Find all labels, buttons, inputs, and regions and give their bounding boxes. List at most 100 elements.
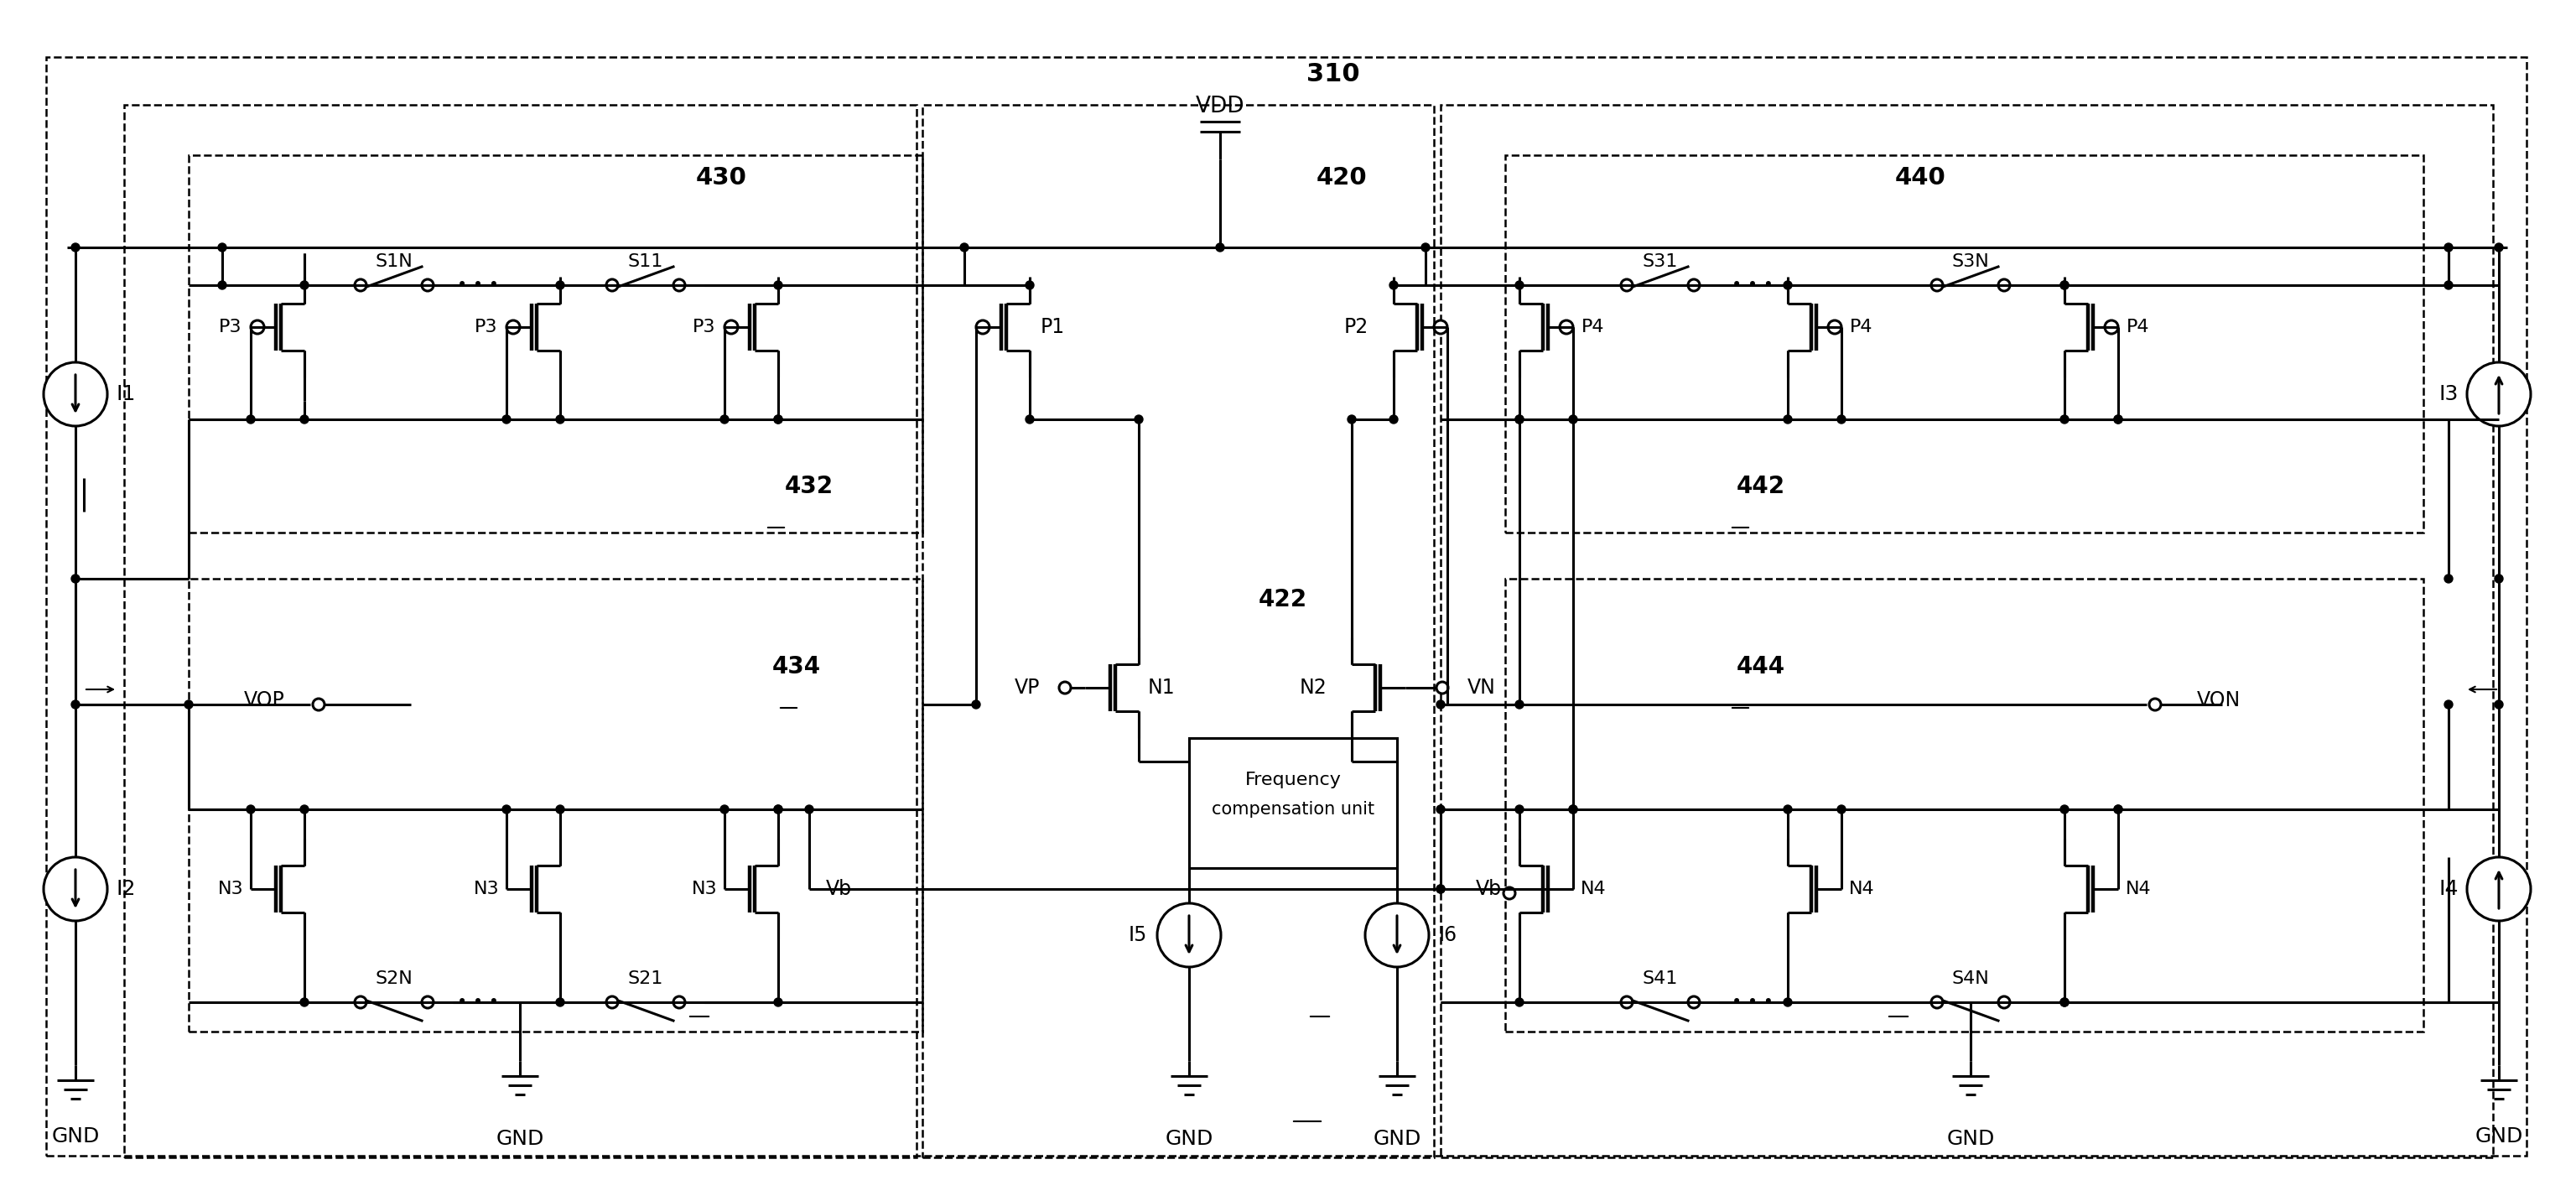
Circle shape [1435,321,1448,334]
Text: N2: N2 [1298,677,1327,698]
Bar [922,104,1435,1158]
Circle shape [1515,805,1522,813]
Circle shape [961,244,969,251]
Circle shape [2115,416,2123,424]
Circle shape [773,805,783,813]
Text: VOP: VOP [245,691,286,710]
Text: VON: VON [2197,691,2241,710]
Circle shape [1569,805,1577,813]
Circle shape [1837,416,1844,424]
Circle shape [1437,805,1445,813]
Circle shape [1515,998,1522,1006]
Bar [1504,155,2424,532]
Circle shape [556,416,564,424]
Bar [188,579,922,1032]
Text: • • •: • • • [1731,276,1772,293]
Circle shape [2061,998,2069,1006]
Circle shape [1347,416,1355,424]
Text: 420: 420 [1316,166,1368,190]
Text: S41: S41 [1643,970,1677,987]
Circle shape [2115,805,2123,813]
Circle shape [1437,885,1445,894]
Text: VP: VP [1015,677,1041,698]
Circle shape [507,321,520,334]
Circle shape [1783,281,1793,289]
Circle shape [72,244,80,251]
Text: GND: GND [1373,1129,1422,1149]
Circle shape [773,998,783,1006]
Circle shape [2494,700,2504,709]
Circle shape [250,321,265,334]
Circle shape [2445,244,2452,251]
Circle shape [1783,416,1793,424]
Text: N3: N3 [474,880,500,897]
Text: P4: P4 [2128,318,2151,335]
Circle shape [1932,280,1942,291]
Circle shape [1365,903,1430,967]
Circle shape [672,997,685,1008]
Circle shape [72,574,80,582]
Text: N4: N4 [1582,880,1605,897]
Text: P1: P1 [1041,317,1064,337]
Text: S4N: S4N [1953,970,1989,987]
Circle shape [1216,244,1224,251]
Circle shape [605,997,618,1008]
Text: I1: I1 [116,384,137,405]
Text: VN: VN [1468,677,1497,698]
Circle shape [773,416,783,424]
Circle shape [1133,416,1144,424]
Circle shape [1025,416,1033,424]
Text: 444: 444 [1736,655,1785,679]
Text: 442: 442 [1736,474,1785,498]
Text: Vb: Vb [827,879,853,900]
Text: I2: I2 [116,879,137,900]
Circle shape [804,805,814,813]
Circle shape [1157,903,1221,967]
Circle shape [301,805,309,813]
Text: • • •: • • • [456,994,500,1010]
Circle shape [1437,700,1445,709]
Text: P3: P3 [474,318,497,335]
Circle shape [301,281,309,289]
Circle shape [1837,805,1844,813]
Text: I4: I4 [2439,879,2458,900]
Text: N3: N3 [690,880,716,897]
Circle shape [976,321,989,334]
Circle shape [1829,321,1842,334]
Circle shape [773,416,783,424]
Text: I6: I6 [1440,925,1458,945]
Text: • • •: • • • [456,276,500,293]
Circle shape [2061,281,2069,289]
Circle shape [312,699,325,710]
Text: Frequency: Frequency [1244,771,1342,788]
Circle shape [355,997,366,1008]
Bar [1190,739,1396,868]
Circle shape [556,998,564,1006]
Text: I3: I3 [2439,384,2458,405]
Circle shape [1569,416,1577,424]
Circle shape [1059,682,1072,694]
Circle shape [2105,321,2117,334]
Circle shape [72,700,80,709]
Circle shape [355,280,366,291]
Text: GND: GND [495,1129,544,1149]
Circle shape [1932,997,1942,1008]
Circle shape [1783,805,1793,813]
Circle shape [773,805,783,813]
Circle shape [1620,280,1633,291]
Circle shape [1558,321,1574,334]
Circle shape [1687,280,1700,291]
Circle shape [502,416,510,424]
Text: 310: 310 [1306,61,1360,86]
Text: P2: P2 [1345,317,1368,337]
Circle shape [1388,416,1399,424]
Text: • • •: • • • [1731,994,1772,1010]
Circle shape [219,244,227,251]
Text: N1: N1 [1149,677,1175,698]
Circle shape [773,281,783,289]
Bar [1440,104,2494,1158]
Circle shape [1620,997,1633,1008]
Circle shape [44,363,108,426]
Circle shape [2494,574,2504,582]
Text: N4: N4 [2125,880,2151,897]
